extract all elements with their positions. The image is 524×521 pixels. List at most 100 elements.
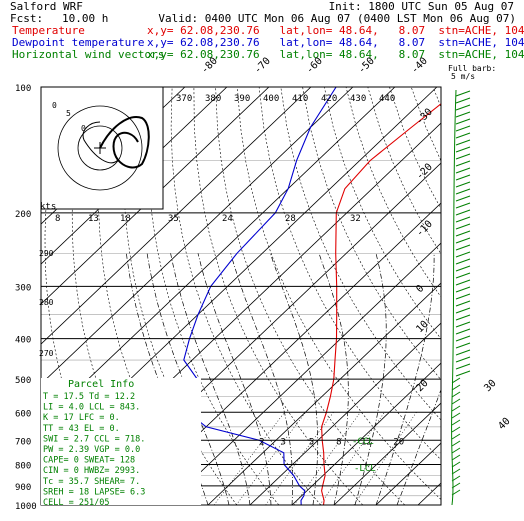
- hodograph-speed-label: 18: [120, 214, 131, 224]
- theta-label: 400: [263, 94, 279, 104]
- dry-adiabat-line: [147, 87, 280, 505]
- forecast-label: Fcst:: [10, 12, 44, 25]
- wind-barb: [451, 405, 461, 412]
- dry-adiabat-line: [367, 87, 441, 255]
- isotherm-label: -60: [304, 56, 325, 77]
- dry-adiabat-line: [520, 87, 524, 505]
- wind-barb: [455, 230, 471, 237]
- dry-adiabat-line: [498, 87, 524, 505]
- temperature-line: [321, 103, 441, 505]
- wind-barb: [455, 174, 471, 181]
- mixing-ratio-label: 20: [393, 437, 404, 447]
- theta-label: 440: [379, 94, 395, 104]
- hodograph-ring-label: 0: [52, 101, 57, 110]
- parcel-info-row: K = 17 LFC = 0.: [43, 413, 120, 423]
- moist-adiabat-line: [230, 253, 293, 505]
- wind-barb: [455, 286, 471, 293]
- wind-barb: [455, 363, 471, 370]
- wind-barb: [455, 90, 471, 97]
- mixing-ratio-label: 5: [309, 437, 314, 447]
- theta-label: 370: [176, 94, 192, 104]
- mixing-ratio-line: [235, 412, 306, 505]
- dry-adiabat-line: [237, 87, 441, 500]
- hodograph-trace: [99, 116, 150, 169]
- wind-barb: [455, 356, 471, 363]
- wind-barb: [455, 160, 471, 167]
- parcel-info-row: SWI = 2.7 CCL = 718.: [43, 434, 145, 444]
- hodograph-trace-thin: [82, 121, 119, 164]
- wind-barb: [455, 258, 471, 265]
- dry-adiabat-line: [170, 87, 322, 505]
- isotherm-label: -50: [356, 56, 377, 77]
- wind-barb: [455, 153, 471, 160]
- pressure-tick-label: 200: [15, 210, 31, 220]
- mixing-ratio-label: 8: [336, 437, 341, 447]
- hodograph-speed-label: kts: [40, 202, 56, 212]
- hodograph-ring-label: 0: [81, 124, 86, 133]
- wind-barb: [455, 188, 471, 195]
- pressure-tick-label: 700: [15, 437, 31, 447]
- isotherm-line: [41, 87, 270, 305]
- theta-label: 380: [205, 94, 221, 104]
- dry-adiabat-line: [258, 87, 441, 461]
- wind-barb: [451, 440, 461, 447]
- wind-barb: [455, 111, 471, 118]
- wind-barb: [451, 419, 461, 426]
- wind-barb: [455, 181, 471, 188]
- level-annotation: -CCL: [352, 437, 374, 447]
- wind-barb: [455, 97, 471, 104]
- hodograph-speed-label: 8: [55, 214, 60, 224]
- wind-barb: [455, 167, 471, 174]
- dry-adiabat-line: [345, 87, 441, 298]
- mixing-ratio-line: [319, 412, 385, 505]
- hodograph-speed-label: 35: [168, 214, 179, 224]
- legend-wind-name: Horizontal wind vectors: [12, 48, 165, 61]
- wind-barb: [455, 118, 471, 125]
- isotherm-label: 30: [482, 378, 498, 394]
- theta-label: 410: [292, 94, 308, 104]
- isotherm-line: [41, 87, 312, 345]
- barb-key-value: 5 m/s: [451, 72, 476, 81]
- isotherm-label: -80: [199, 56, 220, 77]
- wind-barb: [455, 272, 471, 279]
- wind-barb: [451, 461, 461, 468]
- wind-barb: [455, 328, 471, 335]
- dry-adiabat-line: [410, 87, 441, 162]
- wind-barb: [451, 482, 461, 489]
- parcel-info-row: LI = 4.0 LCL = 843.: [43, 403, 140, 413]
- dry-adiabat-line: [215, 87, 406, 505]
- wind-barb: [455, 216, 471, 223]
- dry-adiabat-line: [477, 87, 524, 505]
- pressure-tick-label: 300: [15, 283, 31, 293]
- wind-barb: [455, 307, 471, 314]
- pressure-tick-label: 800: [15, 461, 31, 471]
- hodograph-speed-label: 32: [350, 214, 361, 224]
- isotherm-label: -10: [414, 219, 435, 240]
- wind-barb: [451, 489, 461, 496]
- mixing-ratio-line: [293, 412, 361, 505]
- wind-staff-line: [451, 89, 457, 506]
- mixing-ratio-label: 2: [259, 437, 264, 447]
- moist-adiabat-line: [354, 253, 387, 505]
- isotherm-line: [41, 87, 396, 425]
- wind-barb: [455, 279, 471, 286]
- legend-dewpoint-name: Dewpoint temperature: [12, 36, 145, 49]
- theta-label: 430: [350, 94, 366, 104]
- wind-barb: [451, 384, 461, 391]
- mixing-ratio-label: 12: [361, 437, 372, 447]
- level-annotation: -LCL: [354, 464, 376, 474]
- legend-temperature-info: x,y= 62.08,230.76 lat,lon= 48.64, 8.07 s…: [147, 24, 524, 37]
- theta-side-label: 280: [39, 298, 54, 307]
- isotherm-label: -20: [414, 162, 435, 183]
- isotherm-label: -70: [252, 56, 273, 77]
- theta-label: 390: [234, 94, 250, 104]
- isotherm-line: [460, 87, 524, 505]
- wind-barb: [455, 349, 471, 356]
- wind-barb: [451, 468, 461, 475]
- wind-barb: [455, 370, 471, 377]
- wind-barb: [451, 398, 461, 405]
- dry-adiabat-line: [193, 87, 364, 505]
- isotherm-label: 40: [496, 416, 512, 432]
- wind-barb: [455, 251, 471, 258]
- moist-adiabat-line: [396, 388, 441, 505]
